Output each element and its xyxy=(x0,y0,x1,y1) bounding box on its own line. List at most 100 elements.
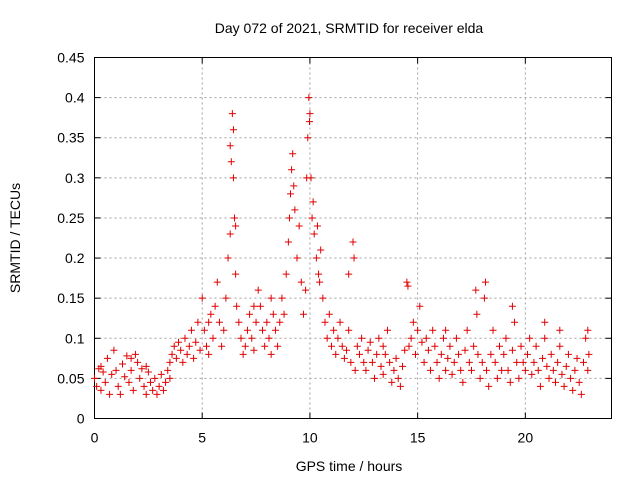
data-point xyxy=(138,365,146,373)
data-point xyxy=(288,166,296,174)
data-point xyxy=(181,334,189,342)
data-point xyxy=(448,370,456,378)
data-point xyxy=(316,278,324,286)
data-point xyxy=(394,374,402,382)
x-axis-label: GPS time / hours xyxy=(296,458,403,474)
data-point xyxy=(185,342,193,350)
data-point xyxy=(323,334,331,342)
data-point xyxy=(373,350,381,358)
data-point xyxy=(235,318,243,326)
data-point xyxy=(582,334,590,342)
data-point xyxy=(368,358,376,366)
data-point xyxy=(495,342,503,350)
data-point xyxy=(371,374,379,382)
y-tick-labels: 0 0.05 0.1 0.15 0.2 0.25 0.3 0.35 0.4 0.45 xyxy=(57,50,84,427)
data-point xyxy=(267,294,275,302)
data-point xyxy=(243,326,251,334)
data-point xyxy=(476,374,484,382)
data-point xyxy=(232,270,240,278)
data-point xyxy=(256,302,264,310)
data-point xyxy=(401,346,409,354)
data-point xyxy=(461,346,469,354)
data-point xyxy=(500,350,508,358)
data-point xyxy=(250,346,258,354)
data-point xyxy=(284,238,292,246)
data-point xyxy=(168,350,176,358)
data-point xyxy=(386,358,394,366)
data-point xyxy=(106,390,114,398)
y-tick-label: 0.1 xyxy=(65,330,85,346)
data-point xyxy=(377,362,385,370)
data-point xyxy=(136,374,144,382)
y-tick-label: 0.15 xyxy=(57,290,84,306)
data-point xyxy=(452,334,460,342)
data-point xyxy=(474,350,482,358)
data-point xyxy=(207,310,215,318)
data-point xyxy=(229,174,237,182)
data-point xyxy=(489,326,497,334)
data-point xyxy=(103,354,111,362)
y-tick-label: 0.45 xyxy=(57,50,84,66)
data-point xyxy=(513,358,521,366)
data-point xyxy=(547,350,555,358)
data-point xyxy=(383,326,391,334)
data-point xyxy=(493,374,501,382)
data-point xyxy=(172,354,180,362)
data-point xyxy=(345,270,353,278)
data-point xyxy=(567,374,575,382)
data-point xyxy=(534,366,542,374)
data-point xyxy=(349,238,357,246)
data-point xyxy=(584,326,592,334)
data-point xyxy=(517,342,525,350)
data-point xyxy=(407,334,415,342)
data-point xyxy=(305,94,313,102)
data-point xyxy=(478,358,486,366)
data-point xyxy=(350,254,358,262)
data-point xyxy=(224,254,232,262)
data-point xyxy=(366,338,374,346)
data-point xyxy=(203,342,211,350)
data-point xyxy=(187,326,195,334)
data-point xyxy=(439,334,447,342)
y-tick-label: 0.3 xyxy=(65,170,85,186)
data-point xyxy=(297,278,305,286)
data-point xyxy=(215,318,223,326)
data-point xyxy=(226,142,234,150)
data-point xyxy=(93,382,101,390)
plot-frame xyxy=(94,57,612,419)
data-point xyxy=(446,342,454,350)
data-point xyxy=(280,310,288,318)
data-point xyxy=(347,358,355,366)
data-point xyxy=(285,214,293,222)
data-point xyxy=(233,302,241,310)
x-tick-label: 5 xyxy=(198,430,206,446)
data-point xyxy=(450,358,458,366)
data-point xyxy=(290,182,298,190)
data-point xyxy=(355,350,363,358)
data-point xyxy=(241,342,249,350)
data-point xyxy=(162,378,170,386)
data-point xyxy=(123,352,131,360)
y-tick-label: 0.25 xyxy=(57,210,84,226)
data-point xyxy=(220,326,228,334)
data-point xyxy=(515,374,523,382)
data-point xyxy=(321,318,329,326)
data-point xyxy=(560,382,568,390)
data-point xyxy=(358,334,366,342)
data-point xyxy=(435,374,443,382)
data-point xyxy=(239,350,247,358)
data-point xyxy=(97,386,105,394)
data-point xyxy=(571,366,579,374)
data-point xyxy=(562,362,570,370)
data-point xyxy=(575,378,583,386)
data-point xyxy=(483,366,491,374)
data-point xyxy=(551,378,559,386)
data-point xyxy=(442,326,450,334)
data-point xyxy=(351,366,359,374)
data-point xyxy=(248,334,256,342)
data-point xyxy=(166,374,174,382)
data-point xyxy=(487,350,495,358)
data-point xyxy=(261,342,269,350)
data-point xyxy=(543,362,551,370)
data-point xyxy=(211,302,219,310)
